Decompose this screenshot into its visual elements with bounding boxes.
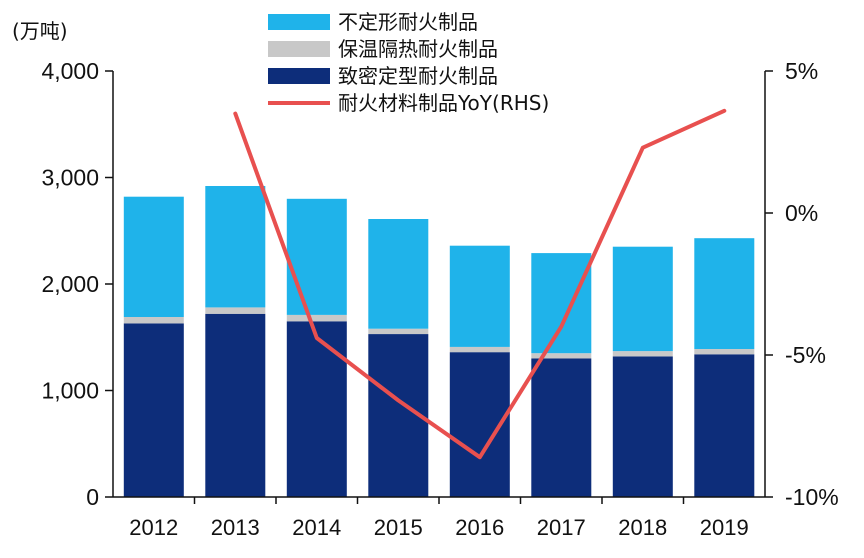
y2-tick-label: 5%: [785, 58, 818, 84]
y-tick-label: 2,000: [41, 271, 99, 297]
y2-tick-label: 0%: [785, 200, 818, 226]
bar-insulating-2016: [449, 346, 510, 353]
bar-amorphous-2012: [123, 196, 184, 317]
legend-label-amorphous: 不定形耐火制品: [338, 10, 478, 34]
x-tick-label: 2015: [374, 515, 423, 540]
bar-dense-2019: [694, 354, 755, 497]
bar-amorphous-2017: [531, 253, 592, 354]
y-axis-unit-label: (万吨): [12, 19, 68, 43]
y-tick-label: 4,000: [41, 58, 99, 84]
axes-layer: 0 1,000 2,000 3,000 4,000 -10% -5% 0% 5% 2012 2013…: [41, 58, 838, 540]
bars-layer: [123, 186, 755, 497]
yoy-line-layer: [233, 108, 727, 460]
x-tick-label: 2012: [129, 515, 178, 540]
bar-insulating-2017: [531, 353, 592, 359]
bar-amorphous-2015: [368, 219, 429, 329]
x-tick-label: 2017: [537, 515, 586, 540]
legend-label-yoy: 耐火材料制品YoY(RHS): [338, 91, 549, 115]
bar-insulating-2012: [123, 317, 184, 324]
bar-amorphous-2018: [612, 246, 673, 352]
y2-tick-label: -5%: [785, 342, 826, 368]
bar-insulating-2015: [368, 328, 429, 334]
bar-dense-2017: [531, 358, 592, 497]
bar-dense-2012: [123, 323, 184, 497]
x-tick-label: 2013: [211, 515, 260, 540]
bar-insulating-2019: [694, 349, 755, 355]
legend-swatch-amorphous: [268, 14, 330, 30]
bar-insulating-2018: [612, 351, 673, 357]
bar-amorphous-2013: [205, 186, 266, 308]
bar-dense-2014: [286, 321, 347, 497]
y-tick-label: 0: [86, 484, 99, 510]
bar-amorphous-2014: [286, 198, 347, 315]
bar-insulating-2014: [286, 314, 347, 322]
legend-swatch-insulating: [268, 41, 330, 57]
bar-dense-2018: [612, 356, 673, 497]
x-tick-label: 2018: [618, 515, 667, 540]
x-tick-label: 2016: [455, 515, 504, 540]
bar-amorphous-2016: [449, 245, 510, 347]
x-tick-label: 2014: [292, 515, 341, 540]
bar-amorphous-2019: [694, 238, 755, 349]
y-tick-label: 3,000: [41, 165, 99, 191]
y2-tick-label: -10%: [785, 484, 839, 510]
legend-label-dense: 致密定型耐火制品: [338, 64, 498, 88]
bar-insulating-2013: [205, 307, 266, 314]
y-tick-label: 1,000: [41, 378, 99, 404]
legend-label-insulating: 保温隔热耐火制品: [338, 37, 498, 61]
bar-dense-2013: [205, 313, 266, 497]
legend-swatch-dense: [268, 68, 330, 84]
x-tick-label: 2019: [700, 515, 749, 540]
